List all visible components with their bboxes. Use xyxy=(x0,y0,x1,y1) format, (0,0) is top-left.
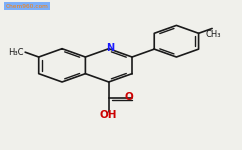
Text: O: O xyxy=(124,92,133,102)
Text: N: N xyxy=(106,43,114,53)
Text: Chem960.com: Chem960.com xyxy=(6,4,48,9)
Text: OH: OH xyxy=(100,110,117,120)
Text: CH₃: CH₃ xyxy=(205,30,221,39)
Text: H₃C: H₃C xyxy=(8,48,24,57)
